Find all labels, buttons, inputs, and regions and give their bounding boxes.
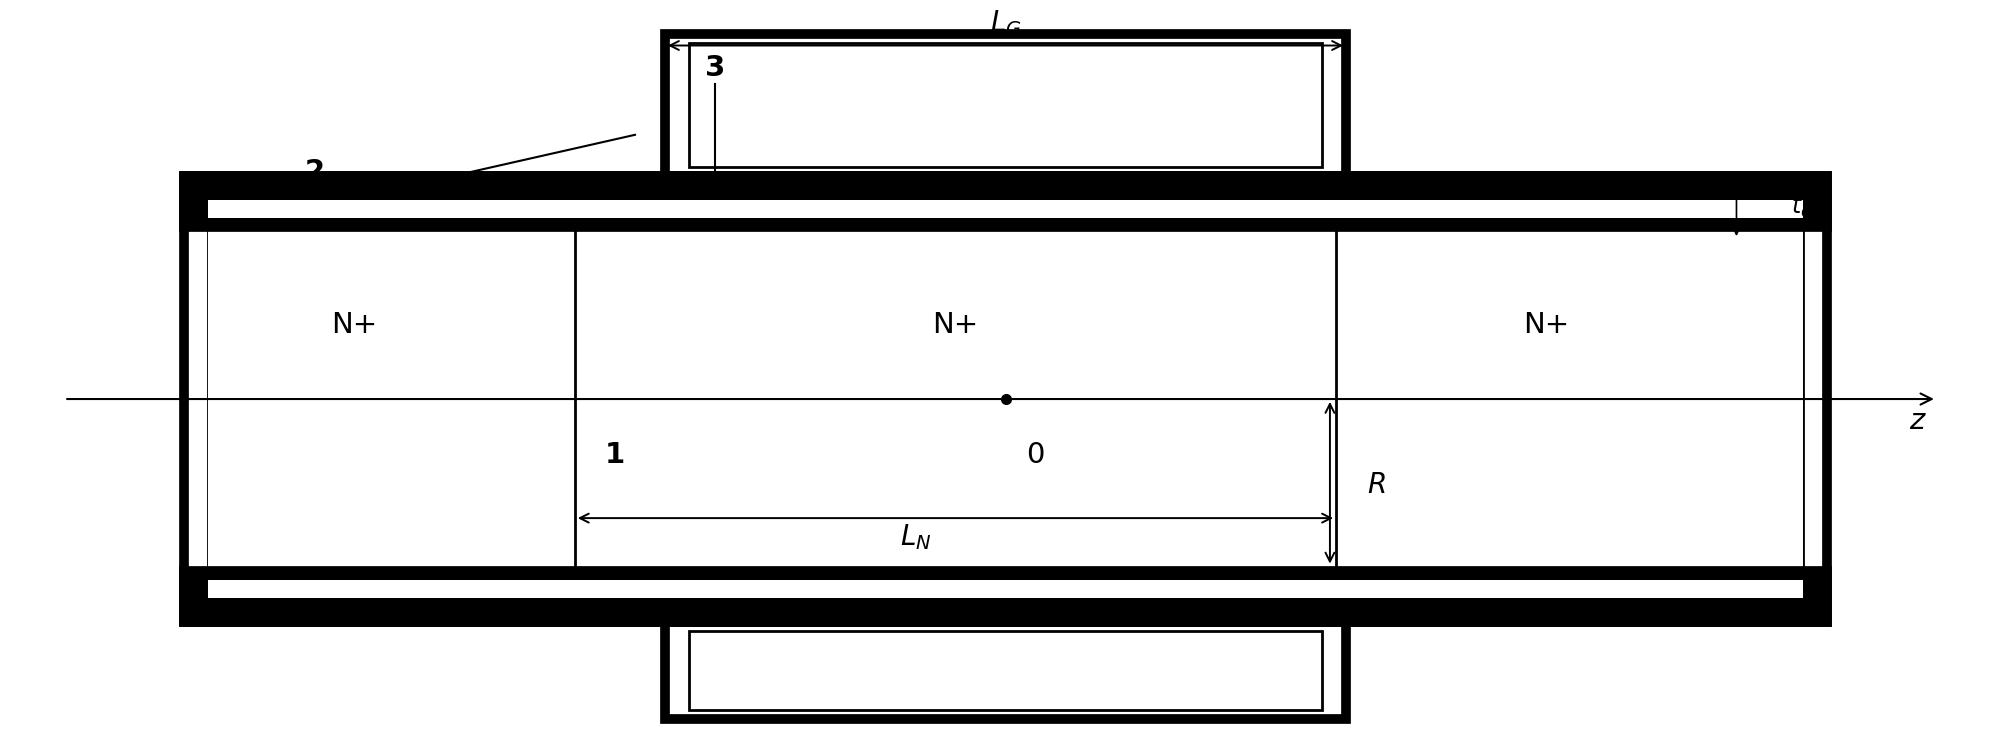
Bar — [690, 631, 1321, 710]
Text: z: z — [1908, 407, 1925, 435]
Bar — [209, 227, 1802, 571]
Bar — [209, 184, 1802, 614]
Bar — [666, 622, 1345, 719]
Text: 2: 2 — [304, 158, 324, 186]
Bar — [209, 581, 1802, 598]
Text: 1: 1 — [605, 441, 625, 469]
Text: 3: 3 — [706, 53, 726, 82]
Text: N+: N+ — [1522, 310, 1569, 339]
Text: N+: N+ — [332, 310, 378, 339]
Bar — [209, 200, 1802, 218]
Text: $t_{ox}$: $t_{ox}$ — [1790, 194, 1822, 220]
Bar — [185, 175, 1826, 622]
Text: N+: N+ — [933, 310, 979, 339]
Text: $R$: $R$ — [1367, 471, 1386, 498]
Text: $L_G$: $L_G$ — [989, 8, 1022, 38]
Bar — [666, 35, 1345, 175]
Bar — [690, 43, 1321, 167]
Bar — [185, 571, 1826, 622]
Text: 0: 0 — [1026, 441, 1046, 469]
Bar — [185, 175, 1826, 227]
Text: $L_N$: $L_N$ — [899, 522, 931, 552]
